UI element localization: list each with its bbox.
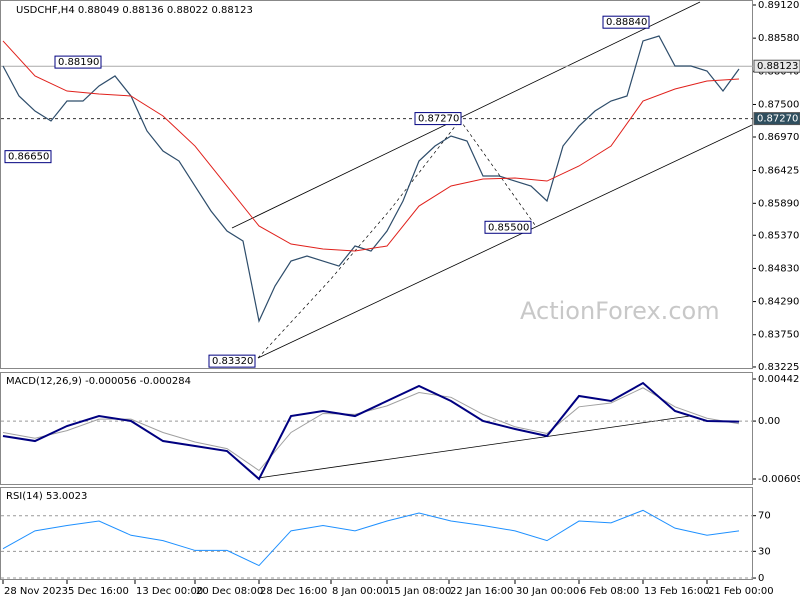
x-tick-label: 30 Jan 00:00 [516, 586, 579, 597]
y-tick-label: 0.86970 [758, 132, 799, 143]
chart-title: USDCHF,H4 0.88049 0.88136 0.88022 0.8812… [16, 5, 253, 16]
price-tag-label: 0.88123 [757, 61, 798, 72]
y-tick-label: 0.89120 [758, 0, 799, 11]
x-tick-label: 28 Nov 2023 [4, 586, 68, 597]
y-tick-label: 30 [758, 546, 771, 557]
wave-line [257, 119, 536, 359]
main-panel [0, 0, 753, 369]
annotation-box [602, 15, 650, 29]
y-tick-label: 0.00 [758, 416, 780, 427]
y-tick-label: 0.83750 [758, 330, 799, 341]
y-tick-label: 0.86425 [758, 165, 799, 176]
macd-trendline [257, 415, 691, 479]
x-tick-label: 6 Feb 08:00 [580, 586, 639, 597]
channel-lower [257, 124, 753, 359]
rsi-panel [0, 487, 753, 580]
annotation-label: 0.83320 [212, 356, 253, 367]
annotation-label: 0.86650 [8, 152, 49, 163]
y-tick-label: 0.85370 [758, 230, 799, 241]
annotation-label: 0.87270 [418, 114, 459, 125]
y-tick-label: 0.004425 [758, 374, 800, 385]
moving-average [2, 40, 740, 252]
x-tick-label: 5 Dec 16:00 [68, 586, 129, 597]
x-tick-label: 22 Jan 16:00 [450, 586, 513, 597]
x-tick-label: 13 Dec 00:00 [136, 586, 203, 597]
y-tick-label: 0.88580 [758, 33, 799, 44]
x-tick-label: 8 Jan 00:00 [332, 586, 389, 597]
annotation-box [54, 55, 102, 69]
x-tick-label: 28 Dec 16:00 [260, 586, 327, 597]
y-tick-label: 0.85890 [758, 198, 799, 209]
y-tick-label: 0 [758, 573, 764, 584]
y-tick-label: 0.83225 [758, 362, 799, 373]
y-tick-label: -0.006092 [758, 474, 800, 485]
annotation-label: 0.88190 [58, 57, 99, 68]
annotation-label: 0.85500 [488, 222, 529, 233]
watermark: ActionForex.com [520, 297, 720, 325]
y-tick-label: 0.84290 [758, 297, 799, 308]
annotation-box [484, 220, 532, 234]
price-tag [753, 59, 800, 73]
y-tick-label: 0.84830 [758, 263, 799, 274]
macd-line [2, 381, 740, 481]
annotation-box [4, 150, 52, 164]
macd-title: MACD(12,26,9) -0.000056 -0.000284 [6, 376, 191, 387]
annotation-box [208, 354, 256, 368]
annotation-label: 0.88840 [606, 17, 647, 28]
annotation-box [414, 112, 462, 126]
y-tick-label: 0.87500 [758, 99, 799, 110]
rsi-title: RSI(14) 53.0023 [6, 491, 87, 502]
x-tick-label: 20 Dec 08:00 [196, 586, 263, 597]
x-tick-label: 15 Jan 08:00 [388, 586, 451, 597]
y-tick-label: 70 [758, 511, 771, 522]
x-tick-label: 21 Feb 00:00 [708, 586, 774, 597]
price-tag-label: 0.87270 [757, 114, 798, 125]
x-tick-label: 13 Feb 16:00 [644, 586, 710, 597]
channel-upper [231, 1, 701, 229]
rsi-line [2, 509, 740, 567]
price-line-series [2, 35, 740, 323]
price-tag [753, 112, 800, 126]
